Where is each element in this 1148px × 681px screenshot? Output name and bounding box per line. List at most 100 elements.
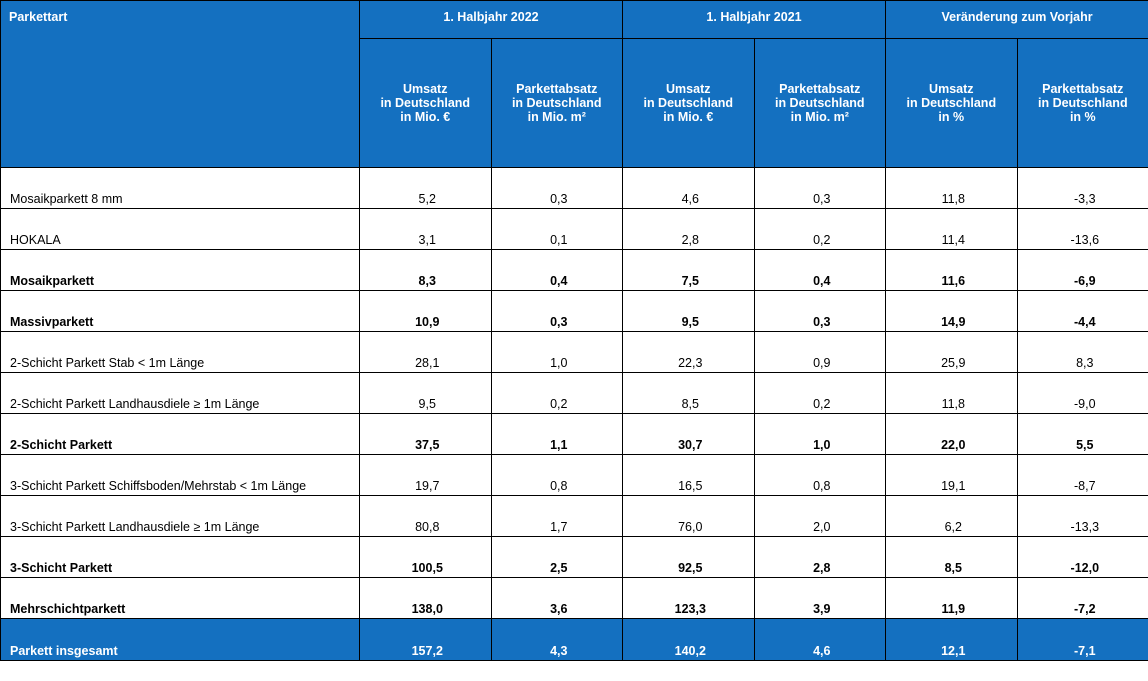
value-text: 2,0 [813,520,831,534]
table-row: Massivparkett 10,9 0,3 9,5 0,3 14,9 -4,4 [0,290,1148,332]
value-cell: 6,2 [885,495,1018,537]
subheader-line: Parkettabsatz [779,82,861,96]
value-text: 0,2 [813,397,831,411]
value-cell: 8,5 [885,536,1018,578]
value-cell: 157,2 [359,618,492,661]
row-label: Mosaikparkett [0,249,360,291]
value-text: 25,9 [941,356,966,370]
table-row: 3-Schicht Parkett 100,5 2,5 92,5 2,8 8,5 -12,0 [0,536,1148,578]
value-cell: 3,9 [753,577,887,619]
value-cell: 11,8 [885,372,1018,414]
value-cell: 76,0 [622,495,755,537]
value-cell: 2,8 [622,208,755,250]
table-row: 2-Schicht Parkett 37,5 1,1 30,7 1,0 22,0 5,5 [0,413,1148,455]
value-cell: 0,4 [753,249,887,291]
value-cell: 1,0 [753,413,887,455]
value-cell: -7,2 [1016,577,1148,619]
value-text: 4,6 [681,192,699,206]
subheader-umsatz-2021: Umsatz in Deutschland in Mio. € [622,38,755,168]
value-text: 123,3 [674,602,706,616]
subheader-line: Umsatz [403,82,448,96]
value-cell: -7,1 [1016,618,1148,661]
row-label: Mosaikparkett 8 mm [0,167,360,209]
value-cell: -13,6 [1016,208,1148,250]
subheader-line: in Deutschland [511,96,602,110]
value-cell: 4,6 [753,618,887,661]
table-header: Parkettart 1. Halbjahr 2022 1. Halbjahr … [0,0,1148,168]
subheader-line: Umsatz [929,82,974,96]
value-text: 2,8 [681,233,699,247]
value-cell: -3,3 [1016,167,1148,209]
header-group-change: Veränderung zum Vorjahr [885,0,1148,39]
header-row-subheaders: Umsatz in Deutschland in Mio. € Parketta… [1,38,1148,168]
value-text: 138,0 [411,602,443,616]
value-cell: 2,5 [490,536,624,578]
value-text: 8,3 [418,274,436,288]
value-cell: -12,0 [1016,536,1148,578]
value-cell: 0,4 [490,249,624,291]
table-row: HOKALA 3,1 0,1 2,8 0,2 11,4 -13,6 [0,208,1148,250]
value-text: 8,5 [681,397,699,411]
value-text: -4,4 [1074,315,1096,329]
table-row: Mosaikparkett 8,3 0,4 7,5 0,4 11,6 -6,9 [0,249,1148,291]
value-cell: 4,6 [622,167,755,209]
subheader-line: Umsatz [666,82,711,96]
value-cell: 11,4 [885,208,1018,250]
value-text: 140,2 [674,644,706,658]
value-text: 16,5 [678,479,703,493]
value-cell: 9,5 [359,372,492,414]
value-text: 12,1 [941,644,966,658]
value-cell: 28,1 [359,331,492,373]
value-cell: 2,0 [753,495,887,537]
value-text: -7,1 [1074,644,1096,658]
subheader-line: in Mio. m² [527,110,586,124]
value-cell: 37,5 [359,413,492,455]
value-text: 10,9 [415,315,440,329]
row-label: Massivparkett [0,290,360,332]
value-text: 22,0 [941,438,966,452]
subheader-line: Parkettabsatz [1042,82,1124,96]
value-text: 1,7 [550,520,568,534]
value-text: -3,3 [1074,192,1096,206]
header-group-h1-2021: 1. Halbjahr 2021 [622,0,887,39]
value-cell: 30,7 [622,413,755,455]
value-cell: 123,3 [622,577,755,619]
subheader-line: in Deutschland [1037,96,1128,110]
row-label: Mehrschichtparkett [0,577,360,619]
value-cell: 0,2 [490,372,624,414]
value-text: 30,7 [678,438,703,452]
value-cell: 3,6 [490,577,624,619]
subheader-line: in Deutschland [906,96,997,110]
value-text: 0,4 [813,274,831,288]
value-cell: 0,3 [490,167,624,209]
value-text: 6,2 [944,520,962,534]
value-cell: 100,5 [359,536,492,578]
value-text: 1,0 [550,356,568,370]
value-cell: 10,9 [359,290,492,332]
subheader-line: Parkettabsatz [516,82,598,96]
value-cell: 11,8 [885,167,1018,209]
value-text: 0,3 [813,315,831,329]
table-row: 3-Schicht Parkett Schiffsboden/Mehrstab … [0,454,1148,496]
value-text: 11,8 [941,192,965,206]
value-cell: 12,1 [885,618,1018,661]
subheader-line: in Mio. € [663,110,714,124]
value-cell: 11,6 [885,249,1018,291]
subheader-absatz-2021: Parkettabsatz in Deutschland in Mio. m² [753,38,887,168]
subheader-absatz-change: Parkettabsatz in Deutschland in % [1016,38,1148,168]
value-cell: 8,3 [1016,331,1148,373]
value-text: 0,1 [550,233,568,247]
value-cell: 138,0 [359,577,492,619]
value-text: 100,5 [411,561,443,575]
value-text: -13,3 [1070,520,1100,534]
subheader-line: in % [938,110,965,124]
subheader-absatz-2022: Parkettabsatz in Deutschland in Mio. m² [490,38,624,168]
value-cell: 4,3 [490,618,624,661]
value-text: -13,6 [1070,233,1100,247]
table-row: 2-Schicht Parkett Landhausdiele ≥ 1m Län… [0,372,1148,414]
value-text: 2,5 [550,561,568,575]
value-cell: 0,2 [753,372,887,414]
value-text: 76,0 [678,520,703,534]
row-label: 3-Schicht Parkett Schiffsboden/Mehrstab … [0,454,360,496]
value-text: -7,2 [1074,602,1096,616]
